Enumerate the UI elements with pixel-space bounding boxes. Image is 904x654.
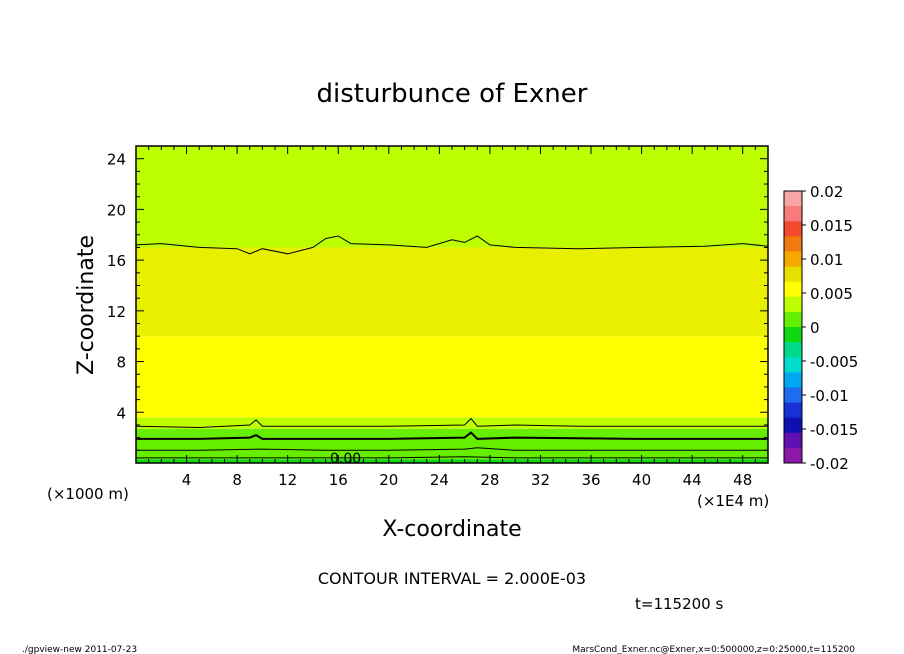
footer-left: ./gpview-new 2011-07-23 xyxy=(22,645,137,654)
colorbar-swatch xyxy=(784,417,802,434)
colorbar-tick-label: -0.005 xyxy=(810,353,858,371)
x-axis-label: X-coordinate xyxy=(382,517,521,542)
colorbar-swatch xyxy=(784,387,802,404)
y-tick-label: 16 xyxy=(107,252,126,270)
colorbar xyxy=(783,190,803,464)
x-unit-right: (×1E4 m) xyxy=(697,492,769,510)
colorbar-swatch xyxy=(784,221,802,237)
x-unit-left: (×1000 m) xyxy=(47,485,129,503)
colorbar-swatch xyxy=(784,372,802,388)
x-tick-label: 44 xyxy=(683,471,702,489)
x-axis: 4 8 12 16 20 24 28 32 36 40 44 48 xyxy=(148,146,756,489)
colorbar-swatch xyxy=(784,206,802,222)
colorbar-tick-label: 0.015 xyxy=(810,217,853,235)
y-tick-label: 12 xyxy=(107,303,126,321)
contour-line-1 xyxy=(136,417,768,429)
y-tick-label: 20 xyxy=(107,201,126,219)
colorbar-swatch xyxy=(784,357,802,373)
y-tick-label: 8 xyxy=(116,354,126,372)
contour-interval-text: CONTOUR INTERVAL = 2.000E-03 xyxy=(318,569,586,588)
colorbar-tick-label: 0.005 xyxy=(810,285,853,303)
x-tick-label: 20 xyxy=(379,471,398,489)
x-tick-label: 48 xyxy=(733,471,752,489)
colorbar-swatch xyxy=(784,236,802,252)
colorbar-tick-label: -0.01 xyxy=(810,387,849,405)
contour-line-0 xyxy=(136,235,768,255)
colorbar-swatch xyxy=(784,342,802,358)
colorbar-tick-label: -0.015 xyxy=(810,421,858,439)
band-5 xyxy=(136,146,768,248)
contour-line-2 xyxy=(136,431,768,440)
x-tick-label: 28 xyxy=(480,471,499,489)
y-tick-label: 4 xyxy=(116,404,126,422)
colorbar-swatch xyxy=(784,311,802,328)
y-axis: 4 8 12 16 20 24 xyxy=(107,151,768,451)
colorbar-swatch xyxy=(784,296,802,313)
x-tick-label: 16 xyxy=(329,471,348,489)
colorbar-swatch xyxy=(784,327,802,343)
colorbar-swatch xyxy=(784,281,802,298)
time-text: t=115200 s xyxy=(635,595,723,613)
colorbar-swatch xyxy=(784,447,802,464)
colorbar-tick-label: 0.01 xyxy=(810,251,843,269)
colorbar-tick-label: -0.02 xyxy=(810,455,849,473)
y-axis-label: Z-coordinate xyxy=(74,235,99,375)
contour-fill xyxy=(136,146,768,463)
contour-label: 0.00 xyxy=(330,451,361,467)
band-2 xyxy=(136,417,768,429)
band-1 xyxy=(136,428,768,460)
x-tick-label: 4 xyxy=(182,471,192,489)
colorbar-swatch xyxy=(784,266,802,283)
colorbar-swatch xyxy=(784,251,802,268)
footer-right: MarsCond_Exner.nc@Exner,x=0:500000,z=0:2… xyxy=(572,645,855,654)
y-tick-label: 24 xyxy=(107,151,126,169)
band-3 xyxy=(136,336,768,418)
x-tick-label: 36 xyxy=(581,471,600,489)
colorbar-tick-label: 0.02 xyxy=(810,183,843,201)
contour-line-3 xyxy=(136,447,768,451)
x-tick-label: 40 xyxy=(632,471,651,489)
colorbar-swatch xyxy=(784,402,802,419)
colorbar-swatch xyxy=(784,432,802,449)
colorbar-swatch xyxy=(784,191,802,207)
x-tick-label: 8 xyxy=(232,471,242,489)
x-tick-label: 24 xyxy=(430,471,449,489)
band-4 xyxy=(136,247,768,337)
colorbar-tick-label: 0 xyxy=(810,319,820,337)
chart-title: disturbunce of Exner xyxy=(317,79,588,109)
x-tick-label: 12 xyxy=(278,471,297,489)
x-tick-label: 32 xyxy=(531,471,550,489)
colorbar-ticks: 0.02 0.015 0.01 0.005 0 -0.005 -0.01 -0.015 -0.0… xyxy=(802,183,858,473)
